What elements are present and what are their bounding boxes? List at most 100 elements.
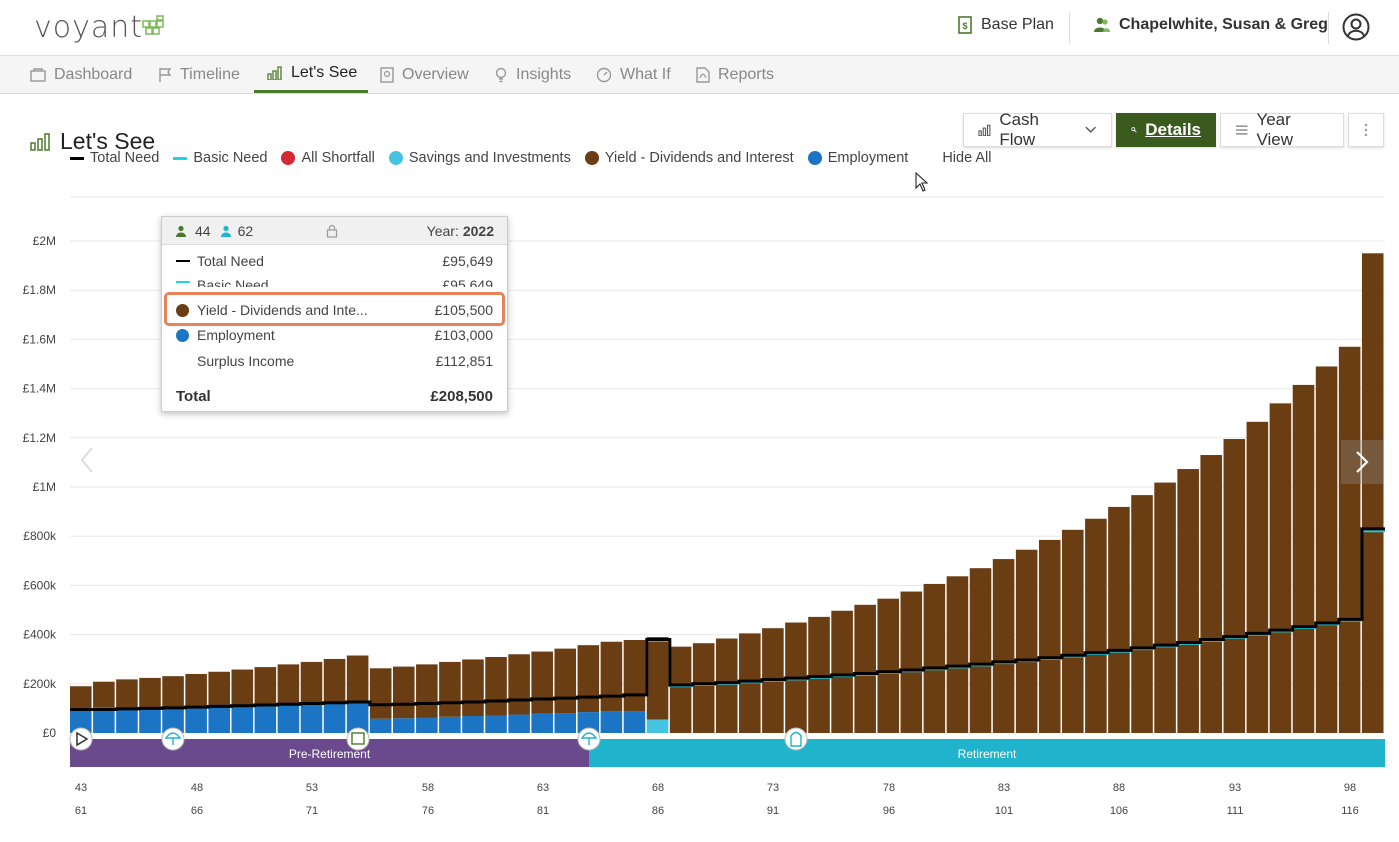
tooltip-row-value: £112,851 — [435, 353, 493, 369]
tab-overview[interactable]: Overview — [380, 56, 469, 93]
next-page-button[interactable] — [1341, 440, 1383, 484]
plan-document-icon: $ — [958, 16, 972, 34]
bar-yield — [1131, 495, 1153, 733]
bar-yield — [462, 659, 484, 717]
tab-label: Let's See — [291, 64, 358, 81]
x-tick-label-age1: 73 — [767, 782, 779, 794]
tab-what-if[interactable]: What If — [596, 56, 671, 93]
hide-all-link[interactable]: Hide All — [942, 150, 991, 166]
hide-all-label: Hide All — [942, 150, 992, 166]
x-tick-label-age2: 81 — [537, 805, 549, 817]
tab-timeline[interactable]: Timeline — [158, 56, 240, 93]
user-profile-icon[interactable] — [1342, 13, 1370, 41]
bar-yield — [116, 679, 138, 708]
chevron-left-icon[interactable] — [78, 446, 96, 474]
tab-dashboard[interactable]: Dashboard — [30, 56, 132, 93]
bar-yield — [416, 664, 438, 718]
tab-label: What If — [620, 65, 671, 83]
tab-insights[interactable]: Insights — [494, 56, 571, 93]
view-select-dropdown[interactable]: Cash Flow — [963, 110, 1112, 149]
legend-swatch — [176, 303, 189, 317]
tooltip-row-label: Surplus Income — [197, 353, 295, 369]
x-tick-label-age1: 88 — [1113, 782, 1125, 794]
tab-lets-see[interactable]: Let's See — [254, 56, 369, 93]
voyant-logo-icon — [142, 15, 164, 35]
x-tick-label-age1: 83 — [998, 782, 1010, 794]
legend-item-total-need[interactable]: Total Need — [70, 150, 159, 166]
details-button[interactable]: Details — [1116, 113, 1216, 147]
bar-yield — [508, 654, 530, 715]
legend-item-basic-need[interactable]: Basic Need — [173, 150, 267, 166]
chart-legend: Total Need Basic Need All Shortfall Savi… — [70, 150, 1005, 166]
cash-flow-chart[interactable]: £0 £200k £400k £600k £800k £1M £1.2M £1.4M £1.6M… — [0, 180, 1399, 830]
bar-yield — [323, 658, 346, 703]
bar-yield — [854, 604, 876, 733]
bar-savings — [646, 719, 669, 733]
bar-yield — [992, 559, 1015, 733]
bar-employment — [462, 716, 484, 733]
x-tick-label-age2: 71 — [306, 805, 318, 817]
tab-label: Dashboard — [54, 65, 133, 83]
legend-swatch — [807, 151, 822, 165]
legend-item-all-shortfall[interactable]: All Shortfall — [281, 150, 375, 166]
dashboard-icon — [30, 67, 46, 82]
voyant-logo[interactable]: voyant — [34, 10, 144, 45]
phase-retirement — [589, 739, 1385, 767]
lock-icon[interactable] — [326, 224, 338, 238]
calendar-icon — [346, 727, 370, 751]
plan-selector[interactable]: $ Base Plan — [957, 16, 1054, 34]
tooltip-row-label: Basic Need — [197, 277, 269, 287]
gauge-icon — [596, 67, 612, 82]
bar-employment — [162, 706, 184, 733]
bar-yield — [1315, 366, 1338, 733]
view-select-value: Cash Flow — [999, 110, 1039, 149]
bar-yield — [946, 576, 969, 733]
legend-label: Basic Need — [193, 150, 268, 166]
y-tick-label: £1M — [33, 480, 56, 494]
client-label: Chapelwhite, Susan & Greg — [1119, 16, 1328, 33]
legend-item-employment[interactable]: Employment — [807, 150, 909, 166]
bar-employment — [300, 702, 323, 733]
bar-yield — [1015, 549, 1038, 733]
bar-employment — [346, 701, 369, 733]
y-tick-label: £0 — [43, 726, 57, 740]
y-tick-label: £1.6M — [23, 332, 56, 346]
legend-item-savings[interactable]: Savings and Investments — [388, 150, 571, 166]
legend-swatch — [70, 156, 84, 160]
client-selector[interactable]: Chapelwhite, Susan & Greg — [1093, 16, 1328, 34]
bar-yield — [577, 645, 600, 713]
page-title: Let's See — [30, 128, 155, 155]
bar-employment — [508, 714, 530, 733]
y-tick-label: £1.8M — [23, 283, 56, 297]
flag-icon — [159, 67, 172, 82]
phase-label: Pre-Retirement — [289, 747, 371, 761]
bar-yield — [485, 656, 507, 716]
calendar-glyph — [351, 732, 365, 745]
bar-yield — [808, 616, 830, 733]
search-icon — [1131, 127, 1137, 133]
phase-pre-retirement — [70, 739, 589, 767]
tombstone-glyph — [790, 731, 802, 747]
bar-chart-icon — [30, 132, 50, 151]
tab-reports[interactable]: Reports — [696, 56, 774, 93]
legend-swatch — [176, 281, 190, 283]
x-tick-label-age2: 96 — [883, 805, 895, 817]
legend-swatch — [173, 156, 188, 160]
x-tick-label-age2: 76 — [422, 805, 434, 817]
x-tick-label-age1: 43 — [75, 782, 87, 794]
umbrella-glyph — [580, 732, 598, 745]
mouse-cursor-icon — [915, 172, 929, 192]
bar-yield — [70, 686, 92, 709]
more-options-button[interactable] — [1348, 113, 1384, 147]
bar-yield — [1223, 439, 1246, 733]
bar-yield — [1177, 469, 1199, 733]
bar-yield — [715, 638, 738, 733]
legend-swatch — [176, 328, 189, 342]
x-tick-label-age2: 91 — [767, 805, 779, 817]
document-icon — [380, 66, 394, 83]
bar-chart-icon — [267, 66, 282, 80]
legend-label: Employment — [827, 150, 909, 166]
legend-item-yield[interactable]: Yield - Dividends and Interest — [584, 150, 794, 166]
year-view-button[interactable]: Year View — [1220, 110, 1344, 149]
bar-yield — [554, 648, 577, 714]
